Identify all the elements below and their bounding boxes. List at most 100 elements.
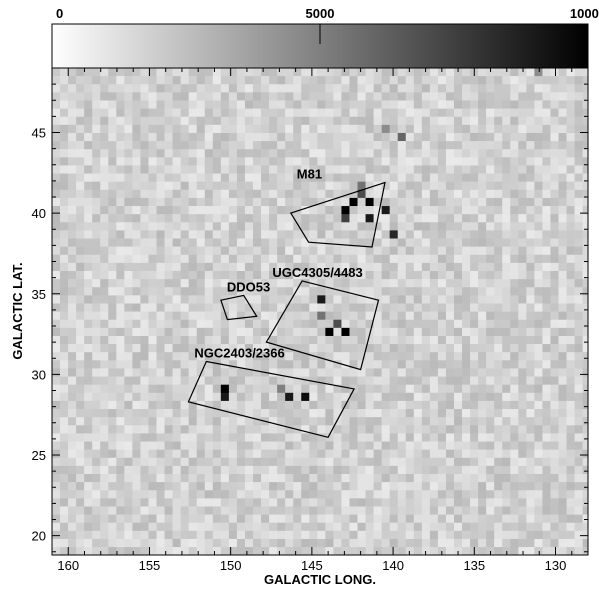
heatmap-cell xyxy=(534,92,543,101)
heatmap-cell xyxy=(196,538,206,548)
heatmap-cell xyxy=(293,165,302,174)
heatmap-cell xyxy=(212,100,222,109)
heatmap-cell xyxy=(140,189,149,199)
heatmap-cell xyxy=(116,124,125,134)
heatmap-cell xyxy=(462,433,471,442)
heatmap-cell xyxy=(172,506,181,515)
heatmap-cell xyxy=(52,327,61,337)
heatmap-cell xyxy=(261,303,270,312)
heatmap-cell xyxy=(526,149,535,158)
heatmap-cell xyxy=(84,514,93,524)
heatmap-cell xyxy=(502,222,511,231)
heatmap-cell xyxy=(437,214,447,223)
heatmap-cell xyxy=(389,271,399,280)
heatmap-cell xyxy=(574,279,583,288)
heatmap-cell xyxy=(510,530,519,540)
heatmap-cell xyxy=(566,506,575,515)
heatmap-cell xyxy=(462,474,471,483)
heatmap-cell xyxy=(445,295,455,304)
heatmap-cell xyxy=(373,506,382,515)
heatmap-cell xyxy=(534,279,543,288)
heatmap-cell xyxy=(397,230,407,239)
heatmap-cell xyxy=(333,327,342,337)
heatmap-cell xyxy=(68,319,77,329)
heatmap-cell xyxy=(357,344,366,353)
heatmap-cell xyxy=(84,392,93,402)
heatmap-cell xyxy=(494,425,503,434)
heatmap-cell xyxy=(228,506,238,515)
heatmap-cell xyxy=(510,376,519,385)
heatmap-cell xyxy=(429,92,439,101)
heatmap-cell xyxy=(220,271,230,280)
heatmap-cell xyxy=(261,173,270,182)
heatmap-cell xyxy=(550,344,559,353)
heatmap-cell xyxy=(381,482,390,491)
heatmap-cell xyxy=(92,344,101,353)
heatmap-cell xyxy=(84,417,93,426)
heatmap-cell xyxy=(285,538,294,548)
heatmap-cell xyxy=(397,246,407,256)
heatmap-cell xyxy=(92,522,101,532)
heatmap-cell xyxy=(405,457,415,467)
heatmap-cell xyxy=(349,506,358,515)
heatmap-cell xyxy=(52,230,61,239)
heatmap-cell xyxy=(462,181,471,191)
heatmap-cell xyxy=(180,474,189,483)
heatmap-cell xyxy=(502,271,511,280)
heatmap-cell xyxy=(357,124,366,134)
heatmap-cell xyxy=(228,116,238,126)
heatmap-cell xyxy=(462,392,471,402)
heatmap-cell xyxy=(405,287,415,296)
heatmap-cell xyxy=(261,165,270,174)
heatmap-cell xyxy=(494,311,503,321)
heatmap-cell xyxy=(462,132,471,142)
heatmap-cell xyxy=(196,141,206,150)
heatmap-cell xyxy=(486,230,495,239)
heatmap-cell xyxy=(333,490,342,499)
heatmap-cell xyxy=(188,335,198,345)
heatmap-cell xyxy=(486,100,495,109)
heatmap-cell xyxy=(566,141,575,150)
heatmap-cell xyxy=(156,132,165,142)
heatmap-cell xyxy=(236,108,246,118)
heatmap-cell xyxy=(486,173,495,182)
heatmap-cell xyxy=(405,311,415,321)
heatmap-cell xyxy=(502,384,511,394)
heatmap-cell xyxy=(462,262,471,272)
heatmap-cell xyxy=(437,392,447,402)
heatmap-cell xyxy=(478,465,487,475)
heatmap-cell xyxy=(542,522,551,532)
heatmap-cell xyxy=(518,271,527,280)
heatmap-cell xyxy=(397,530,407,540)
heatmap-cell xyxy=(558,352,567,361)
heatmap-cell xyxy=(510,457,519,467)
heatmap-cell xyxy=(389,181,399,191)
heatmap-cell xyxy=(196,132,206,142)
heatmap-cell xyxy=(277,181,286,191)
heatmap-cell xyxy=(550,417,559,426)
heatmap-cell xyxy=(180,538,189,548)
heatmap-cell xyxy=(269,116,278,126)
heatmap-cell xyxy=(421,352,431,361)
heatmap-cell xyxy=(566,76,575,85)
heatmap-cell xyxy=(429,522,439,532)
heatmap-cell xyxy=(574,141,583,150)
heatmap-cell xyxy=(566,441,575,450)
heatmap-cell xyxy=(76,425,85,434)
heatmap-cell xyxy=(389,457,399,467)
heatmap-cell xyxy=(502,335,511,345)
heatmap-cell xyxy=(269,530,278,540)
heatmap-cell xyxy=(389,449,399,459)
heatmap-cell xyxy=(60,287,69,296)
heatmap-cell xyxy=(180,457,189,467)
heatmap-cell xyxy=(494,206,503,215)
heatmap-cell xyxy=(478,100,487,109)
heatmap-cell xyxy=(68,530,77,540)
heatmap-cell xyxy=(405,76,415,85)
heatmap-cell xyxy=(574,522,583,532)
heatmap-cell xyxy=(365,116,374,126)
heatmap-cell xyxy=(244,279,254,288)
heatmap-cell xyxy=(124,547,133,555)
heatmap-cell xyxy=(116,116,125,126)
heatmap-cell xyxy=(470,425,479,434)
